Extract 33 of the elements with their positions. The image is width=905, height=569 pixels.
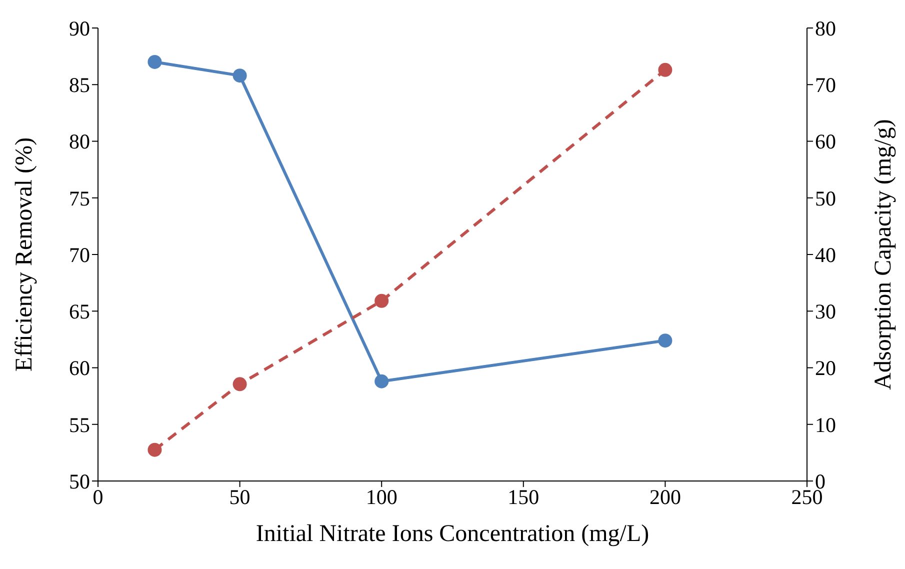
y2-tick-label: 10 <box>815 412 836 437</box>
y-axis-title: Efficiency Removal (%) <box>12 137 38 372</box>
point <box>374 374 389 388</box>
x-tick-label: 150 <box>508 484 540 509</box>
point <box>658 62 672 77</box>
y2-tick-label: 60 <box>815 130 836 154</box>
point <box>148 54 162 69</box>
y2-tick-label: 80 <box>815 16 836 40</box>
point <box>232 68 247 83</box>
y2-tick-label: 20 <box>815 356 836 380</box>
x-axis-title: Initial Nitrate Ions Concentration (mg/L) <box>256 521 650 547</box>
y-tick-label: 70 <box>69 242 90 267</box>
x-tick-label: 100 <box>366 484 398 509</box>
point <box>232 377 247 392</box>
y-tick-label: 50 <box>69 469 90 494</box>
y-tick-label: 60 <box>69 356 90 380</box>
x-tick-label: 50 <box>229 484 250 509</box>
y2-tick-label: 30 <box>815 300 836 324</box>
y2-tick-label: 40 <box>815 242 836 267</box>
y2-tick-label: 50 <box>815 186 836 210</box>
y-tick-label: 75 <box>69 186 90 210</box>
x-tick-label: 200 <box>649 484 681 509</box>
y-tick-label: 90 <box>69 16 90 40</box>
point <box>374 294 389 308</box>
point <box>658 334 672 348</box>
y-tick-label: 65 <box>69 300 90 324</box>
x-tick-label: 0 <box>92 484 104 509</box>
point <box>148 442 162 457</box>
y2-axis-title: Adsorption Capacity (mg/g) <box>870 119 897 390</box>
y2-tick-label: 70 <box>815 73 836 98</box>
y-tick-label: 55 <box>69 412 90 437</box>
y-tick-label: 80 <box>69 130 90 154</box>
y-tick-label: 85 <box>69 73 90 98</box>
